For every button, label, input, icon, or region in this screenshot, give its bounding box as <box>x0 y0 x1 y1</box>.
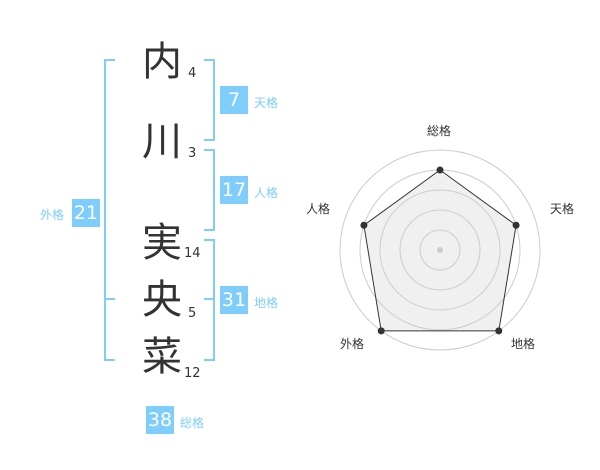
tenkaku-bracket <box>204 59 215 141</box>
tenkaku-label: 天格 <box>254 96 279 110</box>
radar-point <box>377 327 385 335</box>
tenkaku-value: 7 <box>220 86 248 114</box>
soukaku-value: 38 <box>146 406 174 434</box>
radar-ring <box>399 209 481 291</box>
gaikaku-value: 21 <box>72 199 100 227</box>
name-char: 川 <box>142 119 182 165</box>
jinkaku-bracket <box>204 149 215 231</box>
radar-axis-label: 天格 <box>550 202 575 216</box>
stroke-count: 4 <box>188 66 197 81</box>
jinkaku-label: 人格 <box>254 186 279 200</box>
radar-axis-label: 人格 <box>306 202 331 216</box>
stroke-count: 3 <box>188 146 197 161</box>
stroke-count: 14 <box>184 246 201 261</box>
radar-point <box>436 166 444 174</box>
radar-point <box>512 221 520 229</box>
gaikaku-tick <box>104 298 115 300</box>
soukaku-label: 総格 <box>180 416 205 430</box>
stroke-count: 12 <box>184 366 201 381</box>
chikaku-bracket <box>204 239 215 361</box>
radar-ring <box>379 189 501 311</box>
radar-outline <box>363 169 517 332</box>
radar-point <box>495 327 503 335</box>
chikaku-label: 地格 <box>254 296 279 310</box>
radar-axis-label: 総格 <box>427 124 452 138</box>
gaikaku-bracket <box>104 59 115 361</box>
name-char: 内 <box>142 39 182 85</box>
radar-axis-label: 外格 <box>340 337 365 351</box>
chikaku-tick <box>204 298 215 300</box>
radar-center <box>437 247 443 253</box>
radar-axis-label: 地格 <box>511 337 536 351</box>
jinkaku-value: 17 <box>220 176 248 204</box>
gaikaku-label: 外格 <box>40 208 65 222</box>
radar-point <box>360 221 368 229</box>
chikaku-value: 31 <box>220 286 248 314</box>
name-char: 菜 <box>142 334 182 380</box>
name-char: 央 <box>142 277 182 323</box>
radar-ring <box>339 149 541 351</box>
name-char: 実 <box>142 220 182 266</box>
radar-ring <box>419 229 461 271</box>
stroke-count: 5 <box>188 306 197 321</box>
